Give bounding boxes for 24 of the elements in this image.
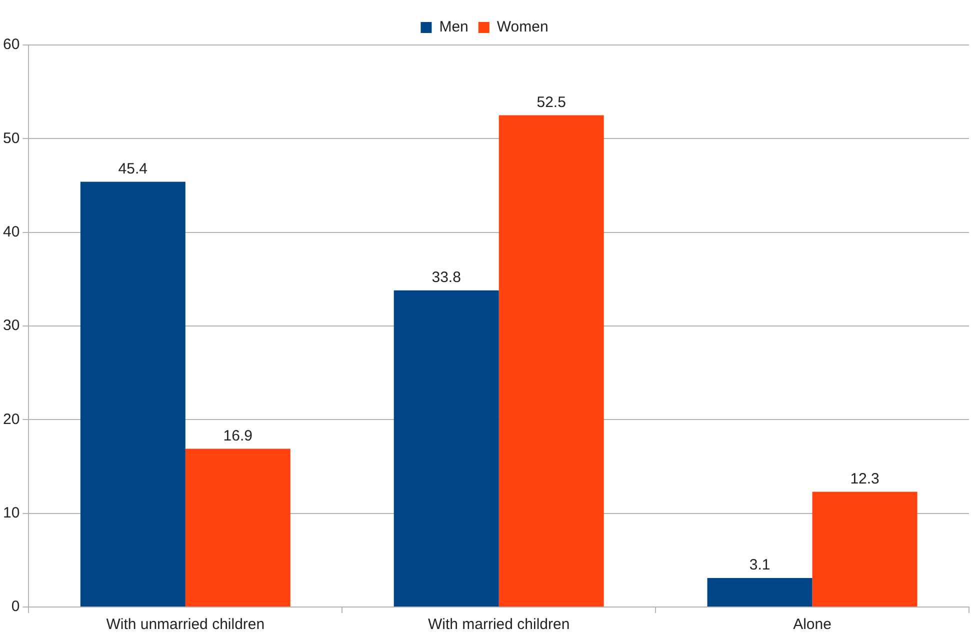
x-tick-label: With married children (428, 616, 570, 634)
data-label: 45.4 (118, 160, 148, 178)
x-tick-label: With unmarried children (106, 616, 265, 634)
bar (498, 115, 604, 606)
x-tick-label: Alone (793, 616, 832, 634)
bar (812, 492, 918, 606)
data-label: 16.9 (223, 427, 253, 444)
bar (707, 578, 812, 606)
y-tick-label: 0 (11, 598, 20, 616)
data-label: 3.1 (749, 556, 770, 574)
data-label: 33.8 (432, 269, 461, 286)
legend-label: Men (439, 18, 468, 36)
y-tick-label: 30 (2, 317, 20, 334)
y-tick-label: 40 (2, 223, 20, 240)
y-tick-label: 10 (2, 504, 20, 522)
bar (394, 290, 499, 606)
y-tick-label: 50 (2, 130, 20, 147)
bar (80, 182, 186, 606)
legend-label: Women (496, 18, 548, 36)
data-label: 52.5 (536, 94, 566, 111)
data-label: 12.3 (850, 470, 880, 488)
bar (185, 448, 290, 606)
y-tick-label: 20 (2, 410, 20, 428)
y-tick-label: 60 (2, 36, 20, 54)
